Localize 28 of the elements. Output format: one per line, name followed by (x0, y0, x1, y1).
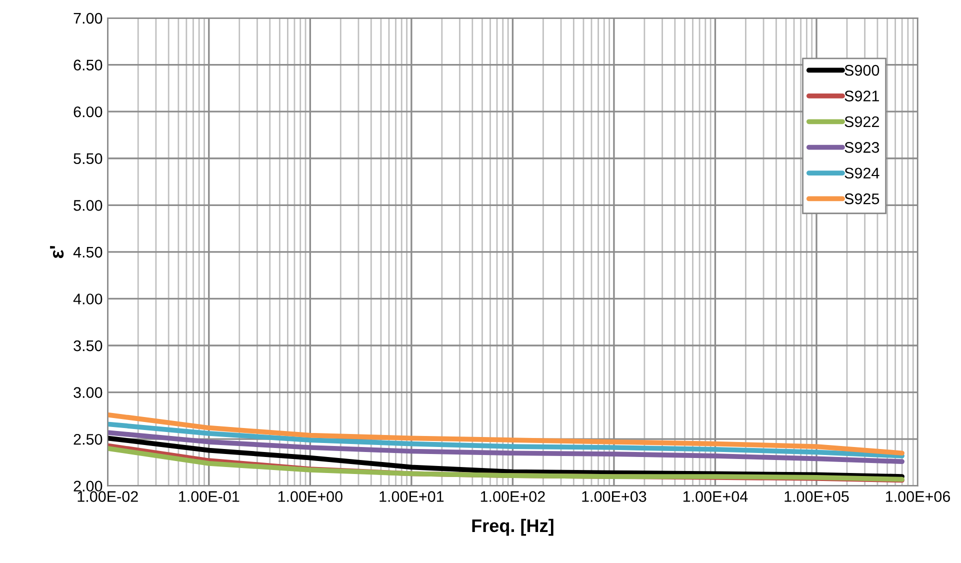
legend-label: S921 (844, 90, 879, 102)
legend-label: S923 (844, 142, 880, 153)
y-tick-label: 2.50 (74, 434, 102, 445)
x-tick-label: 1.00E+05 (784, 491, 849, 502)
y-tick-label: 5.00 (74, 200, 102, 211)
y-tick-label: 3.00 (74, 387, 102, 398)
y-tick-label: 4.50 (73, 246, 102, 258)
x-tick-label: 1.00E+01 (380, 491, 444, 502)
x-tick-label: 1.00E-01 (179, 491, 240, 502)
x-tick-label: 1.00E+02 (480, 491, 545, 502)
x-tick-label: 1.00E+06 (886, 491, 950, 502)
y-tick-label: 4.00 (73, 294, 102, 304)
y-axis-title: ε' (50, 246, 64, 258)
y-tick-label: 2.00 (74, 480, 102, 492)
x-tick-label: 1.00E+03 (582, 491, 646, 502)
y-tick-label: 3.50 (74, 340, 102, 352)
x-tick-label: 1.00E+00 (278, 491, 342, 502)
y-tick-label: 7.00 (74, 12, 102, 24)
y-tick-label: 5.50 (74, 153, 102, 164)
x-tick-label: 1.00E-02 (78, 491, 138, 502)
legend-label: S925 (844, 193, 880, 204)
y-tick-label: 6.50 (74, 60, 102, 70)
legend-label: S900 (844, 64, 880, 76)
legend-label: S924 (844, 168, 880, 179)
x-axis-title: Freq. [Hz] (472, 518, 554, 536)
legend-label: S922 (844, 116, 879, 128)
x-tick-label: 1.00E+04 (683, 491, 748, 502)
y-tick-label: 6.00 (74, 106, 102, 118)
